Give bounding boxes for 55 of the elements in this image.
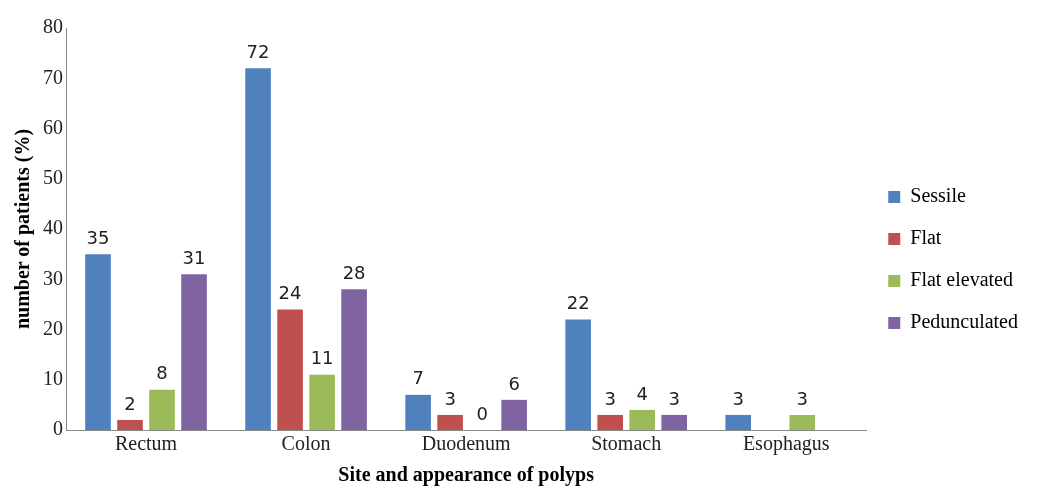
- bar: [629, 409, 655, 430]
- bar: [405, 394, 431, 430]
- bar: [565, 319, 591, 430]
- bar: [437, 414, 463, 430]
- y-tick-label: 20: [43, 316, 63, 339]
- y-tick-label: 60: [43, 115, 63, 138]
- bar: [181, 274, 207, 430]
- bar: [309, 374, 335, 430]
- y-tick-label: 70: [43, 65, 63, 88]
- data-label: 4: [636, 382, 648, 404]
- x-axis-title: Site and appearance of polyps: [338, 463, 595, 487]
- x-tick-label: Esophagus: [742, 432, 830, 456]
- bar: [725, 414, 752, 430]
- x-tick-label: Rectum: [114, 432, 178, 455]
- bar: [661, 414, 687, 430]
- data-label: 11: [310, 347, 334, 369]
- data-label: 35: [86, 226, 110, 248]
- data-label: 28: [342, 261, 366, 283]
- data-label: 8: [156, 362, 168, 384]
- data-label: 7: [412, 367, 424, 389]
- legend-label: Flat elevated: [910, 268, 1013, 291]
- bar: [149, 389, 175, 430]
- data-label: 3: [604, 387, 616, 409]
- data-label: 3: [668, 387, 680, 409]
- data-label: 3: [444, 387, 456, 409]
- legend-label: Flat: [910, 226, 942, 249]
- legend-label: Pedunculated: [910, 310, 1019, 333]
- data-label: 31: [182, 246, 206, 268]
- y-tick-label: 10: [43, 367, 63, 389]
- y-tick-label: 30: [43, 266, 63, 289]
- data-label: 24: [278, 282, 302, 304]
- data-label: 3: [796, 387, 808, 409]
- bar: [789, 414, 816, 430]
- bar: [277, 309, 303, 430]
- y-tick-label: 80: [43, 15, 63, 38]
- x-tick-label: Stomach: [591, 432, 662, 455]
- bar: [597, 414, 623, 430]
- y-tick-label: 50: [43, 166, 63, 188]
- y-axis-title: number of patients (%): [11, 128, 35, 330]
- y-tick-label: 40: [43, 216, 63, 239]
- data-label: 6: [508, 372, 520, 394]
- y-tick-label: 0: [53, 417, 63, 440]
- bar: [117, 419, 143, 430]
- bar: [501, 399, 527, 430]
- x-tick-label: Colon: [281, 432, 331, 455]
- bar: [85, 254, 111, 430]
- bar: [245, 68, 271, 430]
- legend-label: Sessile: [910, 184, 966, 207]
- data-label: 0: [476, 402, 488, 424]
- data-label: 2: [124, 392, 136, 414]
- data-label: 72: [246, 40, 270, 62]
- data-label: 22: [566, 292, 590, 314]
- x-tick-label: Duodenum: [421, 432, 511, 455]
- bar: [341, 289, 367, 430]
- data-label: 3: [732, 387, 744, 409]
